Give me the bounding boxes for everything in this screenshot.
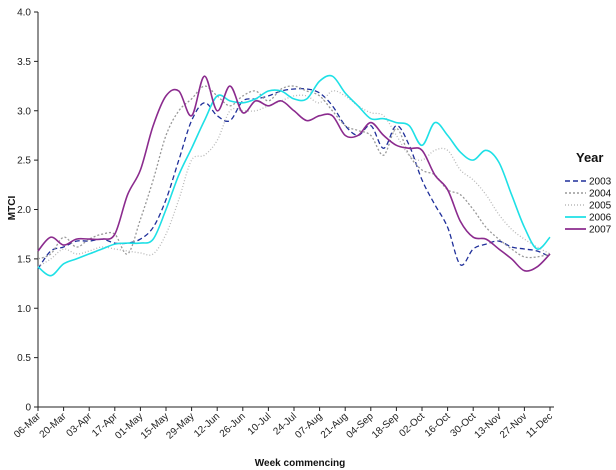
x-tick-label: 04-Sep	[344, 411, 376, 441]
x-axis-title: Week commencing	[255, 458, 345, 469]
y-tick-label: 0.5	[17, 353, 31, 364]
y-tick-label: 3.5	[17, 57, 31, 68]
legend-label-2004: 2004	[589, 189, 612, 200]
x-tick-label: 06-Mar	[12, 411, 43, 441]
x-tick-label: 15-May	[139, 411, 171, 441]
legend-label-2005: 2005	[589, 201, 612, 212]
y-axis-title: MTCI	[7, 196, 18, 221]
legend-title: Year	[576, 150, 603, 165]
y-tick-label: 1.5	[17, 254, 31, 265]
legend-label-2006: 2006	[589, 213, 612, 224]
y-tick-label: 0	[25, 403, 31, 414]
x-tick-label: 12-Jun	[192, 411, 222, 440]
y-tick-label: 3.0	[17, 106, 31, 117]
x-tick-label: 07-Aug	[293, 411, 324, 441]
x-tick-label: 01-May	[113, 411, 145, 441]
axes: 0 0.5 1.0 1.5 2.0 2.5 3.0 3.5 4.0 06-Mar20-Mar03-…	[12, 8, 555, 442]
series-line-2006	[37, 74, 551, 277]
y-tick-label: 1.0	[17, 304, 31, 315]
x-tick-label: 29-May	[164, 411, 196, 441]
x-tick-label: 27-Nov	[498, 411, 529, 441]
y-tick-label: 2.0	[17, 205, 31, 216]
x-tick-label: 11-Dec	[524, 411, 555, 440]
x-tick-label: 03-Apr	[65, 411, 95, 440]
x-tick-label: 02-Oct	[397, 411, 427, 439]
x-tick-label: 18-Sep	[370, 411, 402, 441]
legend-label-2003: 2003	[589, 177, 612, 188]
x-tick-label: 20-Mar	[38, 411, 69, 441]
x-tick-label: 26-Jun	[218, 411, 248, 440]
series-line-2003	[37, 88, 551, 270]
x-tick-label: 16-Oct	[423, 411, 453, 439]
series-line-2007	[37, 75, 551, 272]
series-layer	[37, 74, 551, 277]
series-line-2005	[37, 90, 551, 268]
legend-label-2007: 2007	[589, 225, 612, 236]
x-tick-label: 10-Jul	[246, 411, 274, 437]
x-tick-label: 21-Aug	[319, 411, 350, 441]
y-tick-label: 2.5	[17, 156, 31, 167]
x-tick-label: 13-Nov	[472, 411, 503, 441]
y-tick-label: 4.0	[17, 8, 31, 19]
series-line-2004	[37, 85, 551, 260]
